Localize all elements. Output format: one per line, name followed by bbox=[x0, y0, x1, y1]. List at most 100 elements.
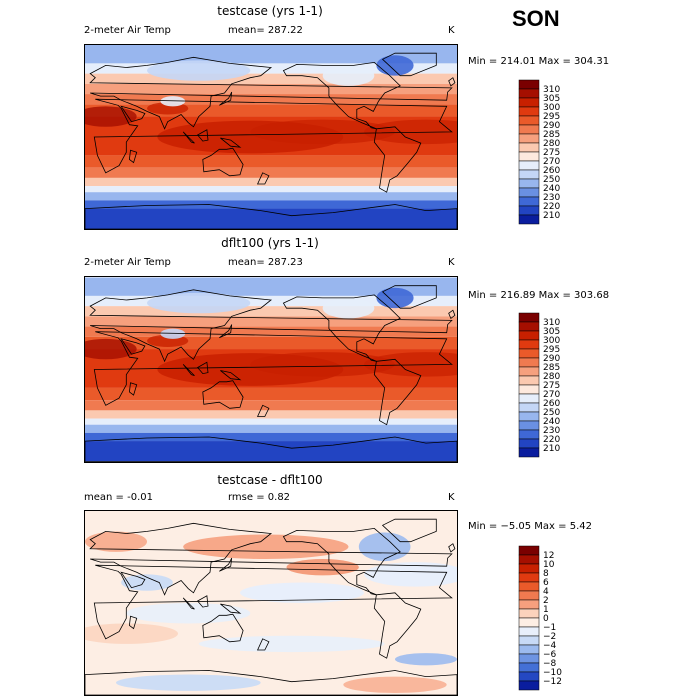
colorbar-label: 260 bbox=[543, 166, 560, 176]
colorbar-label: 220 bbox=[543, 435, 560, 445]
colorbar-swatch bbox=[518, 590, 540, 601]
colorbar-label: 275 bbox=[543, 148, 560, 158]
colorbar-swatch bbox=[518, 169, 540, 180]
colorbar-swatch bbox=[518, 205, 540, 216]
variable-label: 2-meter Air Temp bbox=[84, 257, 171, 268]
colorbar-label: 230 bbox=[543, 426, 560, 436]
colorbar-label: 285 bbox=[543, 130, 560, 140]
colorbar-swatch bbox=[518, 635, 540, 646]
mean-label: mean= 287.22 bbox=[228, 25, 303, 36]
season-label: SON bbox=[512, 6, 560, 31]
colorbar-swatch bbox=[518, 375, 540, 386]
colorbar-label: 305 bbox=[543, 327, 560, 337]
colorbar-label: 290 bbox=[543, 354, 560, 364]
panel-title: dflt100 (yrs 1-1) bbox=[221, 236, 319, 250]
units-label: K bbox=[448, 492, 455, 503]
colorbar-swatch bbox=[518, 572, 540, 583]
colorbar-swatch bbox=[518, 563, 540, 574]
colorbar-swatch bbox=[518, 348, 540, 359]
colorbar-swatch bbox=[518, 671, 540, 682]
temperature-map bbox=[84, 44, 458, 230]
colorbar-label: 4 bbox=[543, 587, 549, 597]
colorbar-swatch bbox=[518, 438, 540, 449]
colorbar-label: 310 bbox=[543, 85, 560, 95]
colorbar-label: 0 bbox=[543, 614, 549, 624]
colorbar-label: −8 bbox=[543, 659, 557, 669]
colorbar-label: 240 bbox=[543, 417, 560, 427]
colorbar-label: −2 bbox=[543, 632, 556, 642]
colorbar: 310 305 300 295 290 285 280 275 270 260 250 240 230 2… bbox=[518, 312, 579, 463]
min-max-label: Min = −5.05 Max = 5.42 bbox=[468, 521, 592, 532]
colorbar-swatch bbox=[518, 420, 540, 431]
mean-label: mean= 287.23 bbox=[228, 257, 303, 268]
colorbar-label: 295 bbox=[543, 112, 560, 122]
colorbar-label: 305 bbox=[543, 94, 560, 104]
colorbar-swatch bbox=[518, 366, 540, 377]
units-label: K bbox=[448, 25, 455, 36]
colorbar-label: 285 bbox=[543, 363, 560, 373]
colorbar-label: 240 bbox=[543, 184, 560, 194]
colorbar-label: 290 bbox=[543, 121, 560, 131]
colorbar-swatch bbox=[518, 142, 540, 153]
colorbar-swatch bbox=[518, 554, 540, 565]
colorbar-label: 300 bbox=[543, 103, 560, 113]
colorbar-swatch bbox=[518, 178, 540, 189]
colorbar-swatch bbox=[518, 160, 540, 171]
colorbar-label: −10 bbox=[543, 668, 562, 678]
colorbar-swatch bbox=[518, 88, 540, 99]
colorbar-label: 1 bbox=[543, 605, 549, 615]
colorbar-label: 6 bbox=[543, 578, 549, 588]
colorbar: 310 305 300 295 290 285 280 275 270 260 250 240 230 2… bbox=[518, 79, 579, 230]
colorbar-swatch bbox=[518, 653, 540, 664]
colorbar-swatch bbox=[518, 124, 540, 135]
colorbar-swatch bbox=[518, 545, 540, 556]
colorbar-swatch bbox=[518, 644, 540, 655]
colorbar-swatch bbox=[518, 402, 540, 413]
temperature-map bbox=[84, 276, 458, 463]
colorbar-label: 220 bbox=[543, 202, 560, 212]
colorbar-swatch bbox=[518, 384, 540, 395]
panel-title: testcase - dflt100 bbox=[217, 473, 323, 487]
colorbar-swatch bbox=[518, 393, 540, 404]
colorbar-swatch bbox=[518, 115, 540, 126]
colorbar-label: 280 bbox=[543, 372, 560, 382]
colorbar-swatch bbox=[518, 581, 540, 592]
colorbar-label: 12 bbox=[543, 551, 554, 561]
variable-label: 2-meter Air Temp bbox=[84, 25, 171, 36]
colorbar-swatch bbox=[518, 429, 540, 440]
colorbar-label: −1 bbox=[543, 623, 556, 633]
colorbar-label: 230 bbox=[543, 193, 560, 203]
colorbar-swatch bbox=[518, 79, 540, 90]
colorbar-swatch bbox=[518, 411, 540, 422]
colorbar-swatch bbox=[518, 312, 540, 323]
colorbar-swatch bbox=[518, 214, 540, 225]
rmse-label: rmse = 0.82 bbox=[228, 492, 291, 503]
colorbar-label: 280 bbox=[543, 139, 560, 149]
colorbar-swatch bbox=[518, 617, 540, 628]
colorbar-swatch bbox=[518, 626, 540, 637]
colorbar-label: −6 bbox=[543, 650, 557, 660]
colorbar-swatch bbox=[518, 321, 540, 332]
colorbar-label: 300 bbox=[543, 336, 560, 346]
colorbar-label: 250 bbox=[543, 408, 560, 418]
colorbar-label: 260 bbox=[543, 399, 560, 409]
difference-map bbox=[84, 510, 458, 696]
min-max-label: Min = 214.01 Max = 304.31 bbox=[468, 56, 610, 67]
colorbar-swatch bbox=[518, 447, 540, 458]
colorbar-label: 10 bbox=[543, 560, 555, 570]
colorbar-label: 310 bbox=[543, 318, 560, 328]
colorbar-label: −12 bbox=[543, 677, 562, 687]
colorbar-swatch bbox=[518, 187, 540, 198]
colorbar-label: 270 bbox=[543, 157, 560, 167]
colorbar-swatch bbox=[518, 196, 540, 207]
colorbar-label: 295 bbox=[543, 345, 560, 355]
min-max-label: Min = 216.89 Max = 303.68 bbox=[468, 290, 610, 301]
colorbar-label: −4 bbox=[543, 641, 557, 651]
colorbar-swatch bbox=[518, 330, 540, 341]
colorbar-swatch bbox=[518, 599, 540, 610]
colorbar-label: 210 bbox=[543, 444, 560, 454]
colorbar-swatch bbox=[518, 133, 540, 144]
colorbar-swatch bbox=[518, 97, 540, 108]
colorbar-label: 2 bbox=[543, 596, 549, 606]
